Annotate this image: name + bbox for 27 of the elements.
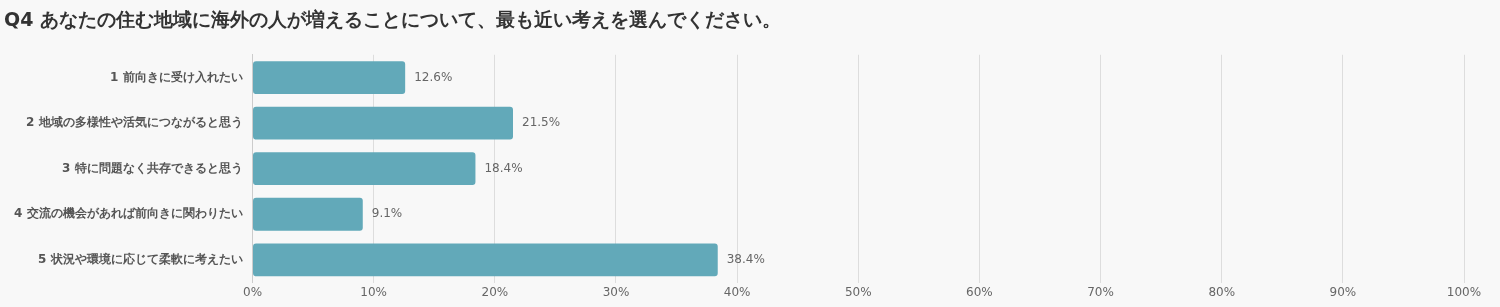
y-tick-label: 1 前向きに受け入れたい	[110, 69, 243, 84]
x-tick-label: 40%	[723, 284, 751, 299]
data-label: 9.1%	[371, 206, 403, 221]
x-tick-label: 0%	[243, 284, 263, 299]
y-tick-label: 5 状況や環境に応じて柔軟に考えたい	[38, 251, 243, 266]
x-tick-label: 80%	[1208, 284, 1236, 299]
data-label: 21.5%	[521, 115, 561, 130]
x-tick-label: 70%	[1087, 284, 1114, 299]
x-tick-label: 10%	[360, 284, 388, 299]
x-tick-label: 20%	[481, 284, 509, 299]
bar	[253, 152, 476, 186]
bar	[253, 61, 406, 94]
y-tick-label: 2 地域の多様性や活気につながると思う	[26, 115, 243, 130]
x-tick-label: 50%	[844, 284, 872, 299]
y-tick-label: 4 交流の機会があれば前向きに関わりたい	[14, 206, 243, 221]
data-label: 18.4%	[484, 160, 523, 175]
x-tick-label: 90%	[1329, 284, 1357, 299]
data-label: 38.4%	[726, 251, 765, 266]
x-tick-label: 30%	[602, 284, 630, 299]
x-tick-label: 100%	[1446, 284, 1482, 299]
chart-title: Q4 あなたの住む地域に海外の人が増えることについて、最も近い考えを選んでください。	[4, 8, 781, 31]
bar	[253, 197, 363, 231]
data-label: 12.6%	[414, 69, 453, 84]
bar	[253, 106, 513, 140]
bar	[253, 243, 718, 277]
y-tick-label: 3 特に問題なく共存できると思う	[62, 160, 243, 175]
x-tick-label: 60%	[966, 284, 993, 299]
